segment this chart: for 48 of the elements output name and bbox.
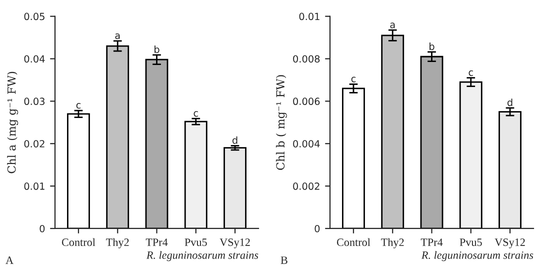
annotation: d xyxy=(232,136,238,144)
annotation: c xyxy=(194,111,198,117)
bar xyxy=(184,120,208,228)
annotation: c xyxy=(468,70,473,76)
x-axis-title: R. leguninosarum strains xyxy=(421,251,534,262)
y-tick-label: 0 xyxy=(40,224,45,232)
annotation: b xyxy=(430,42,434,50)
x-tick-label: Control xyxy=(62,238,96,246)
x-axis-title: R. leguninosarum strains xyxy=(146,251,258,262)
x-tick-label: Control xyxy=(336,238,370,246)
annotation: c xyxy=(76,103,81,109)
y-tick-label: 0.04 xyxy=(24,55,45,63)
y-tick-label: 0.02 xyxy=(24,140,44,148)
x-tick-label: Pvu5 xyxy=(460,238,482,246)
x-tick-label: VSy12 xyxy=(494,238,525,248)
y-axis-title: Chl a (mg g⁻¹ FW) xyxy=(7,72,18,174)
text: B xyxy=(280,256,288,264)
bar xyxy=(106,45,130,228)
y-tick-label: 0 xyxy=(314,224,320,232)
bar xyxy=(342,88,365,228)
bar xyxy=(145,58,168,228)
bar xyxy=(420,56,444,228)
y-tick-label: 0.008 xyxy=(293,55,320,63)
y-tick-label: 0.05 xyxy=(24,12,44,20)
annotation: d xyxy=(507,98,512,106)
x-tick-label: Thy2 xyxy=(106,238,129,248)
x-tick-label: TPr4 xyxy=(146,238,168,246)
annotation: a xyxy=(390,22,395,28)
bar xyxy=(224,147,246,228)
annotation: b xyxy=(154,46,160,54)
bar xyxy=(67,113,90,228)
y-tick-label: 0.006 xyxy=(293,98,320,106)
x-tick-label: Pvu5 xyxy=(184,238,207,246)
x-tick-label: VSy12 xyxy=(220,238,250,248)
y-tick-label: 0.03 xyxy=(24,98,44,106)
y-axis-title: Chl b ( mg⁻¹ FW) xyxy=(276,75,287,170)
annotation: c xyxy=(351,76,356,82)
x-tick-label: TPr4 xyxy=(420,238,443,246)
x-tick-label: Thy2 xyxy=(381,238,404,248)
y-tick-label: 0.01 xyxy=(299,12,320,20)
bar xyxy=(381,34,404,228)
bar xyxy=(459,81,482,228)
annotation: a xyxy=(115,33,120,40)
y-tick-label: 0.004 xyxy=(293,140,320,148)
text: A xyxy=(6,256,14,264)
y-tick-label: 0.002 xyxy=(293,182,320,190)
bar xyxy=(498,111,522,228)
y-tick-label: 0.01 xyxy=(24,182,44,190)
